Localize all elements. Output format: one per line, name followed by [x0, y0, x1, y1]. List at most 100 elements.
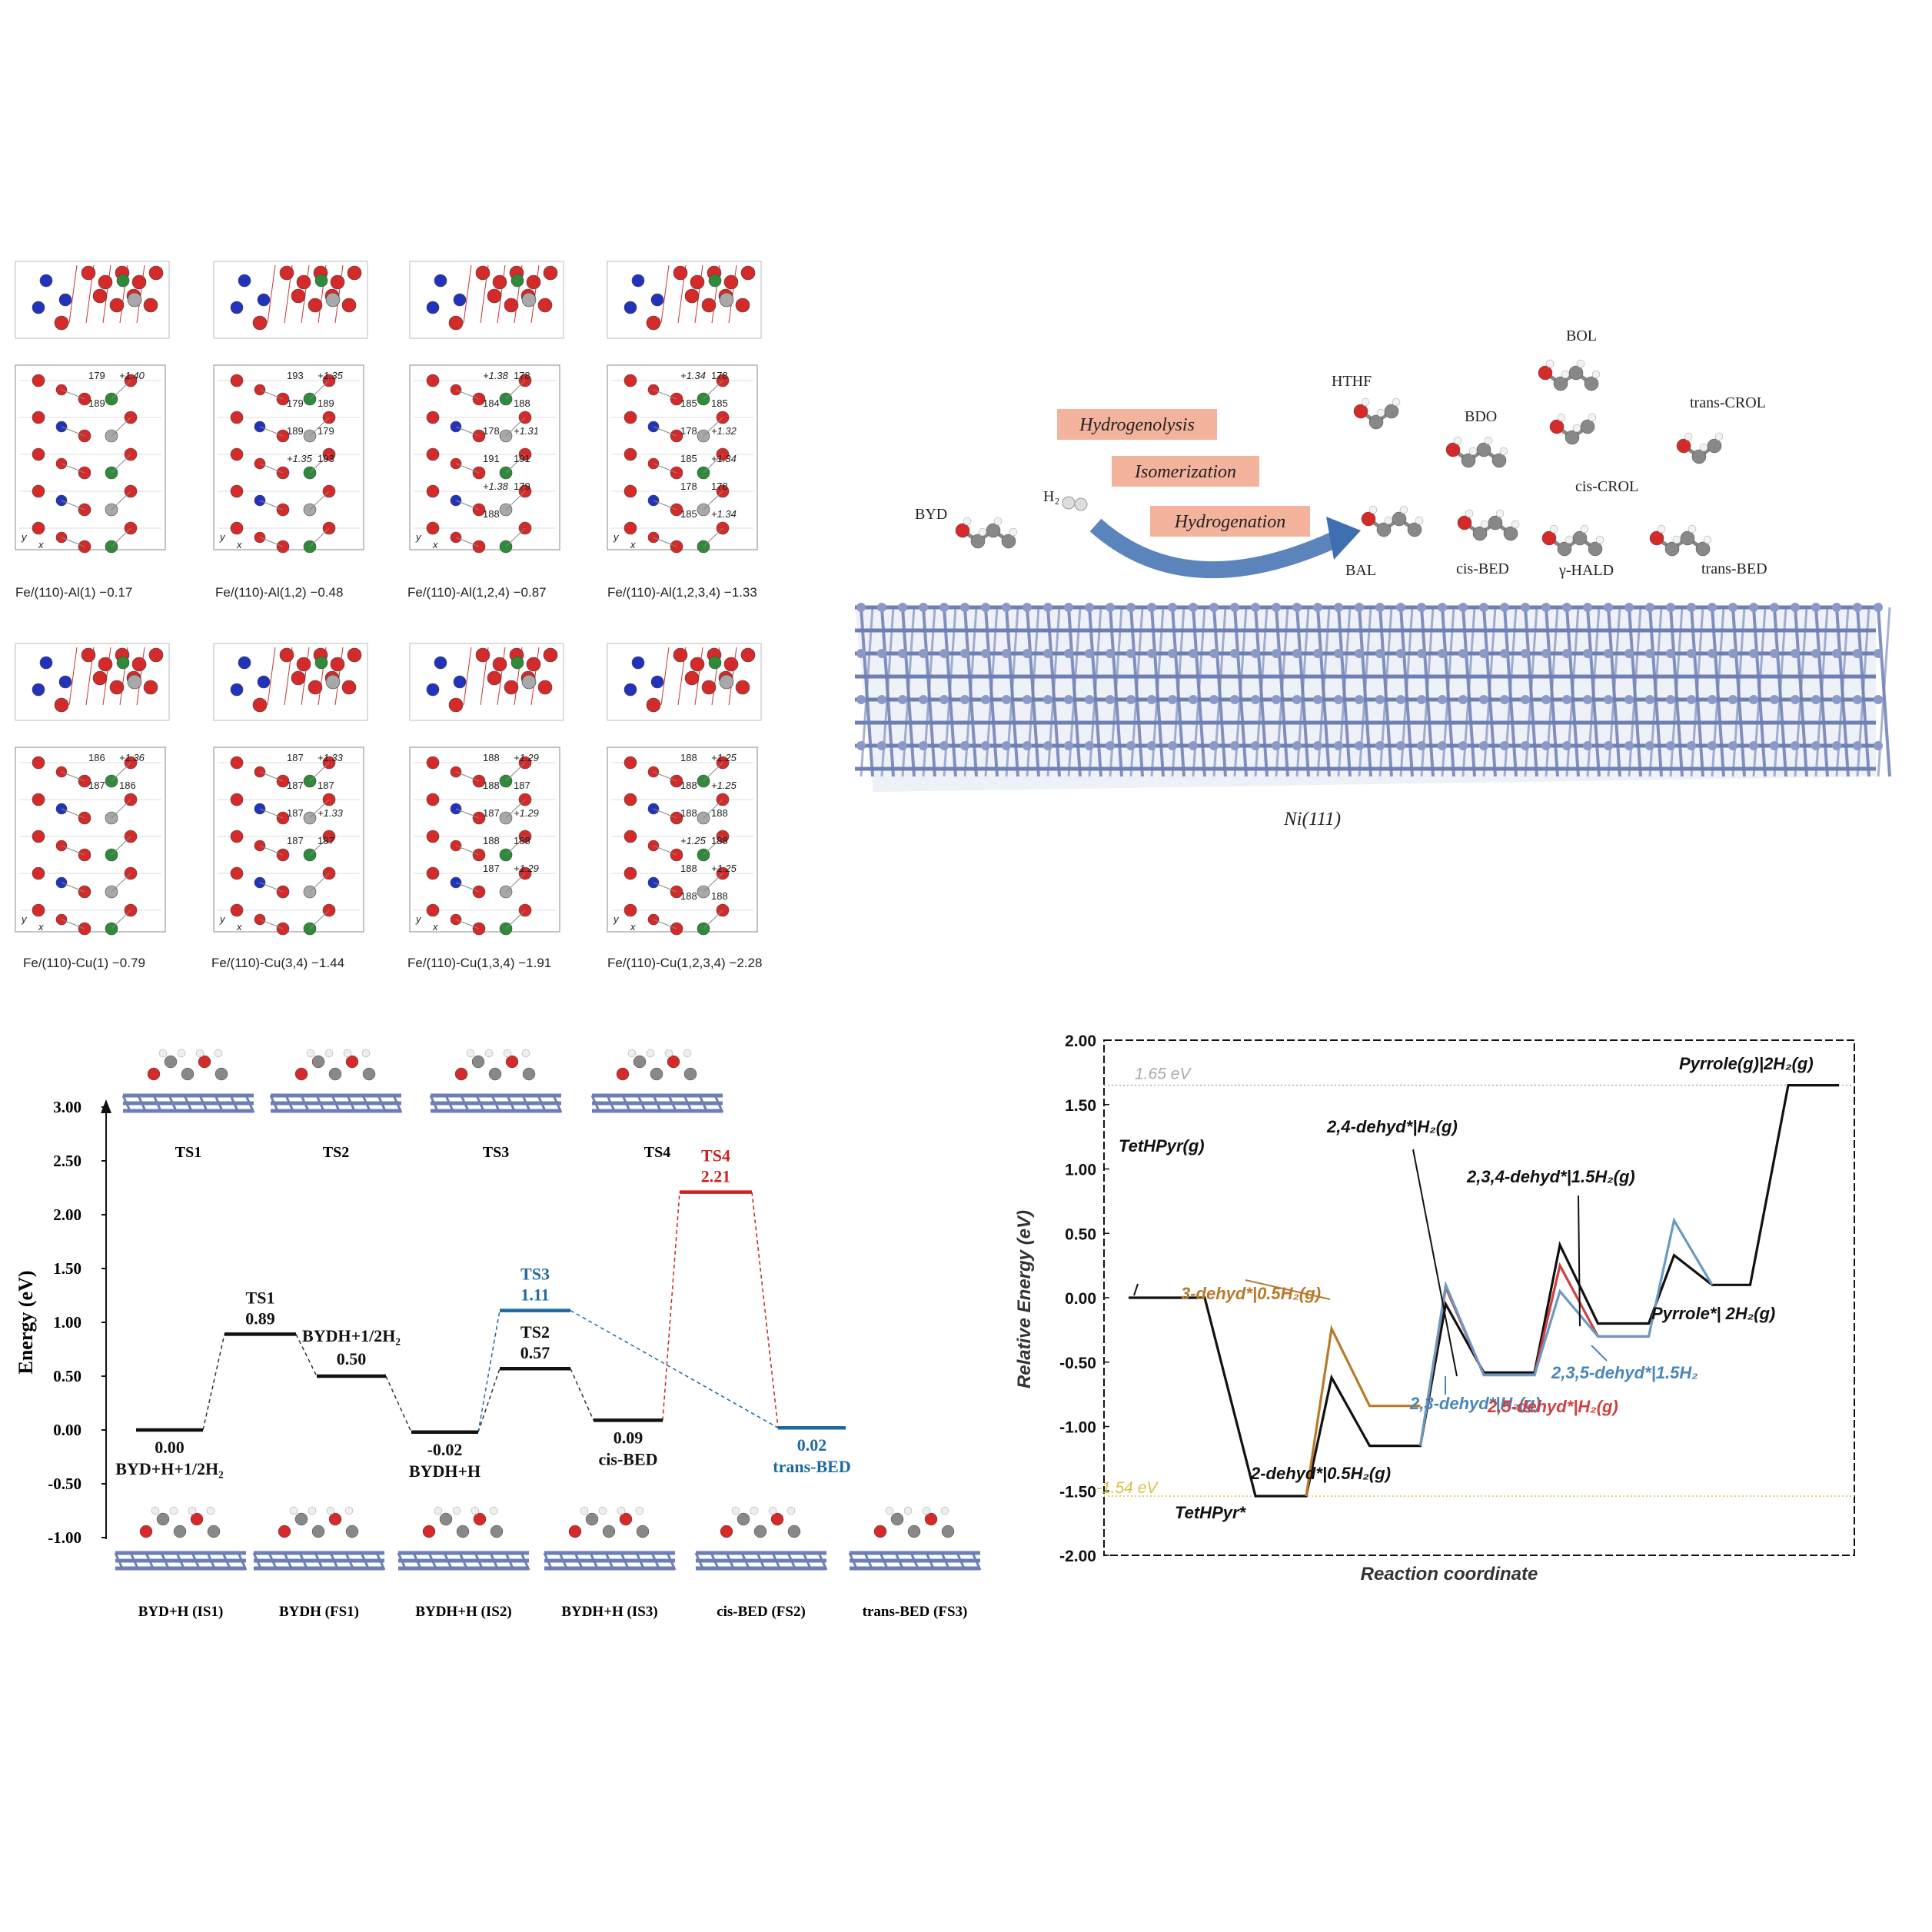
adsorbate-atom: [770, 1512, 784, 1526]
slab-bond: [909, 1552, 920, 1571]
h-atom: [466, 1049, 475, 1058]
surface-label: Ni(111): [1283, 809, 1341, 830]
dopant-atom: [116, 656, 130, 670]
adsorbate-atom: [311, 1525, 325, 1538]
ni-atom: [1438, 603, 1447, 612]
ni-atom: [1811, 649, 1821, 658]
slab-bond: [489, 1552, 500, 1571]
bond-length-label: 188: [711, 890, 728, 902]
adsorbate-atom: [753, 1525, 767, 1538]
adsorbate-atom: [873, 1525, 887, 1538]
bond-length-label: 179: [318, 425, 334, 437]
hydrogenation-label: Hydrogenation: [1174, 512, 1285, 532]
chart1-tick-label: 1.50: [53, 1259, 81, 1278]
h-atom: [786, 1506, 796, 1515]
ni-atom: [939, 649, 949, 658]
slab-bond: [504, 1552, 515, 1571]
al-caption-1: Fe/(110)-Al(1) −0.17: [15, 585, 132, 600]
chart2-annotations: TetHPyr(g) TetHPyr* 3-dehyd*|0.5H₂(g) 2-deh…: [1119, 1054, 1814, 1522]
slab-bond: [300, 1095, 311, 1113]
ni-atom: [1645, 695, 1654, 704]
h-atom: [1009, 527, 1018, 537]
bond: [259, 537, 284, 547]
ni-atom: [939, 695, 949, 704]
bond-length-label: +1.34: [711, 508, 737, 520]
ni-atom: [1209, 603, 1219, 612]
bond: [455, 919, 480, 929]
cu-caption-3: Fe/(110)-Cu(1,3,4) −1.91: [407, 956, 551, 970]
chart1-tick-label: 3.00: [53, 1098, 81, 1116]
ni-atom: [1666, 649, 1675, 658]
ni-atom: [1272, 741, 1281, 750]
h-atom: [343, 1049, 352, 1058]
ni-atom: [1541, 649, 1551, 658]
bond: [703, 909, 723, 929]
slab-bond: [344, 1552, 355, 1571]
ni-atom: [1604, 741, 1613, 750]
fe-atom: [291, 288, 306, 304]
chart1-level-name: BYD+H+1/2H₂: [115, 1459, 224, 1478]
side-view-frame: [607, 261, 762, 339]
ni-atom: [1126, 741, 1136, 750]
slab-bond: [429, 1095, 440, 1113]
ni-atom: [1458, 649, 1468, 658]
fe-atom: [623, 830, 637, 843]
bond-length-label: 187: [483, 807, 500, 819]
h-atom: [627, 1049, 637, 1058]
n-atom: [650, 293, 664, 307]
ni-atom: [1541, 741, 1551, 750]
ni-atom: [1209, 695, 1219, 704]
ni-atom: [1500, 649, 1509, 658]
ni-atom: [919, 649, 928, 658]
ni-atom: [1085, 603, 1094, 612]
adsorbate-atom: [490, 1525, 504, 1538]
slab-bond: [620, 1552, 630, 1571]
bond: [111, 490, 131, 510]
n-atom: [426, 683, 440, 697]
fe-atom: [92, 670, 108, 686]
ni-atom: [1562, 695, 1571, 704]
fe-atom: [690, 657, 705, 672]
fe-atom: [723, 657, 739, 672]
dopant-atom: [510, 656, 524, 670]
ni-atom: [877, 603, 886, 612]
bond: [505, 799, 526, 819]
bond: [259, 389, 284, 400]
bdo-molecule: [1445, 436, 1508, 468]
chart2-series-line-2: [1305, 1324, 1421, 1497]
slab-bond: [520, 1552, 530, 1571]
bond-length-label: 188: [711, 807, 728, 819]
slab-bond: [444, 1095, 455, 1113]
fe-atom: [426, 866, 440, 880]
h2-label: H₂: [1043, 488, 1059, 505]
ni-atom: [1728, 603, 1737, 612]
adsorbate-atom: [522, 1067, 536, 1081]
c-atom: [1384, 404, 1399, 419]
fe-atom: [684, 288, 700, 304]
top-structure-3: [429, 1049, 563, 1113]
bond-length-label: +1.25: [711, 780, 737, 791]
adsorbate-atom: [667, 1055, 680, 1069]
h-atom: [1368, 505, 1378, 514]
bond: [455, 771, 480, 782]
bond: [653, 808, 677, 819]
side-view-frame: [15, 261, 170, 339]
ni-atom: [1749, 603, 1758, 612]
adsorbate-atom: [633, 1055, 647, 1069]
fe-atom: [623, 484, 637, 498]
ni-atom: [1251, 695, 1260, 704]
fe-atom: [230, 447, 244, 461]
adsorbate-atom: [602, 1525, 616, 1538]
chart2-annotation: 2,4-dehyd*|H₂(g): [1326, 1117, 1458, 1136]
h-atom: [750, 1506, 759, 1515]
bond-length-label: +1.40: [119, 370, 145, 381]
trans-bed-label: trans-BED: [1701, 560, 1767, 577]
c-atom: [1568, 365, 1584, 381]
ni-atom: [1687, 741, 1696, 750]
trans-bed-molecule: [1649, 524, 1712, 557]
chart1-level-value: -0.02: [427, 1440, 463, 1459]
ni-atom: [1604, 695, 1613, 704]
c-atom: [521, 292, 537, 308]
slab-bond: [506, 1095, 517, 1113]
c-atom: [1584, 376, 1599, 391]
